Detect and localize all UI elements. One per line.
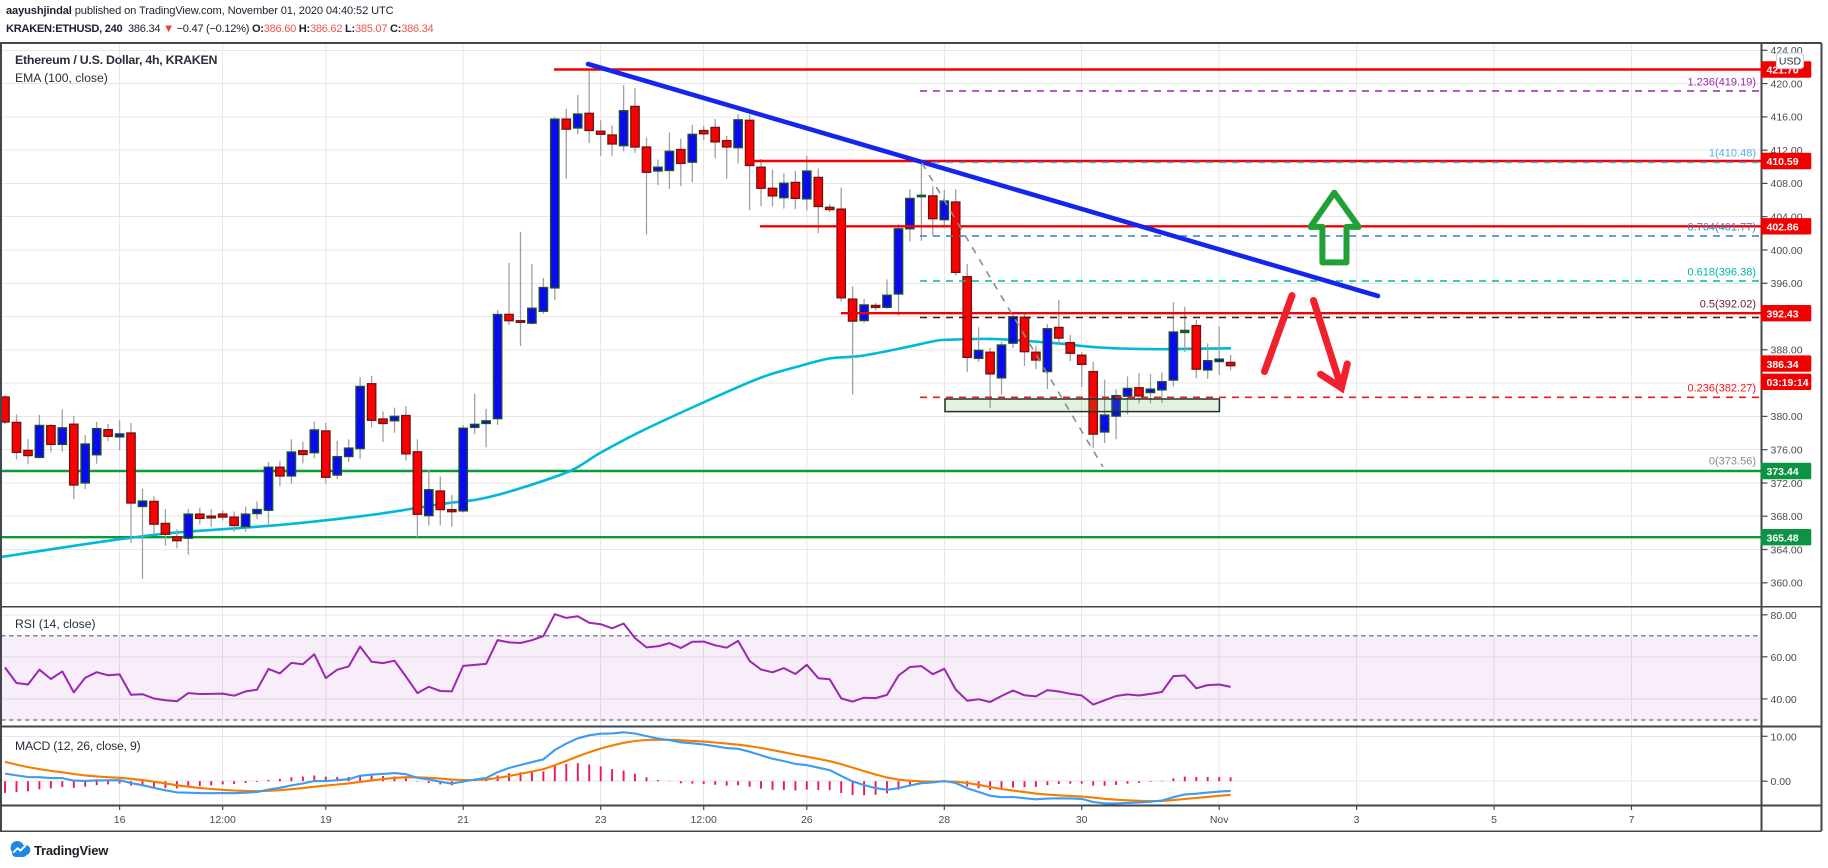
svg-text:373.44: 373.44 xyxy=(1767,466,1799,478)
svg-text:1.236(419.19): 1.236(419.19) xyxy=(1688,77,1757,89)
svg-text:380.00: 380.00 xyxy=(1771,411,1803,423)
svg-text:410.59: 410.59 xyxy=(1767,156,1799,168)
svg-text:1(410.48): 1(410.48) xyxy=(1709,148,1756,160)
svg-text:400.00: 400.00 xyxy=(1771,245,1803,257)
svg-text:40.00: 40.00 xyxy=(1771,694,1797,706)
svg-text:12:00: 12:00 xyxy=(210,814,236,826)
svg-text:12:00: 12:00 xyxy=(691,814,717,826)
svg-text:386.34: 386.34 xyxy=(1767,359,1799,371)
svg-text:21: 21 xyxy=(457,814,469,826)
svg-text:28: 28 xyxy=(938,814,950,826)
svg-text:0.764(401.77): 0.764(401.77) xyxy=(1688,222,1757,234)
svg-text:0.236(382.27): 0.236(382.27) xyxy=(1688,383,1757,395)
svg-text:19: 19 xyxy=(320,814,332,826)
svg-text:0.5(392.02): 0.5(392.02) xyxy=(1700,299,1756,311)
svg-text:10.00: 10.00 xyxy=(1771,731,1797,743)
svg-text:16: 16 xyxy=(114,814,126,826)
svg-text:0.618(396.38): 0.618(396.38) xyxy=(1688,267,1757,279)
svg-text:0(373.56): 0(373.56) xyxy=(1709,456,1756,468)
svg-text:7: 7 xyxy=(1629,814,1635,826)
svg-text:0.00: 0.00 xyxy=(1771,776,1792,788)
svg-text:26: 26 xyxy=(801,814,813,826)
svg-text:396.00: 396.00 xyxy=(1771,278,1803,290)
svg-text:372.00: 372.00 xyxy=(1771,478,1803,490)
svg-text:Nov: Nov xyxy=(1210,814,1229,826)
svg-text:365.48: 365.48 xyxy=(1767,532,1799,544)
svg-text:30: 30 xyxy=(1076,814,1088,826)
svg-text:408.00: 408.00 xyxy=(1771,178,1803,190)
svg-text:80.00: 80.00 xyxy=(1771,610,1797,622)
svg-text:364.00: 364.00 xyxy=(1771,544,1803,556)
svg-text:5: 5 xyxy=(1491,814,1497,826)
svg-text:360.00: 360.00 xyxy=(1771,578,1803,590)
svg-text:420.00: 420.00 xyxy=(1771,78,1803,90)
svg-text:RSI (14, close): RSI (14, close) xyxy=(15,617,96,631)
svg-text:402.86: 402.86 xyxy=(1767,222,1799,234)
svg-text:388.00: 388.00 xyxy=(1771,345,1803,357)
svg-text:3: 3 xyxy=(1354,814,1360,826)
svg-text:USD: USD xyxy=(1779,56,1802,68)
svg-text:376.00: 376.00 xyxy=(1771,445,1803,457)
svg-text:TradingView: TradingView xyxy=(34,843,109,858)
svg-text:368.00: 368.00 xyxy=(1771,511,1803,523)
svg-text:23: 23 xyxy=(595,814,607,826)
svg-text:MACD (12, 26, close, 9): MACD (12, 26, close, 9) xyxy=(15,739,141,753)
svg-text:416.00: 416.00 xyxy=(1771,112,1803,124)
svg-text:60.00: 60.00 xyxy=(1771,652,1797,664)
svg-text:Ethereum / U.S. Dollar, 4h, KR: Ethereum / U.S. Dollar, 4h, KRAKEN xyxy=(15,53,217,67)
svg-text:03:19:14: 03:19:14 xyxy=(1767,377,1809,389)
svg-text:392.43: 392.43 xyxy=(1767,308,1799,320)
svg-text:EMA (100, close): EMA (100, close) xyxy=(15,71,108,85)
